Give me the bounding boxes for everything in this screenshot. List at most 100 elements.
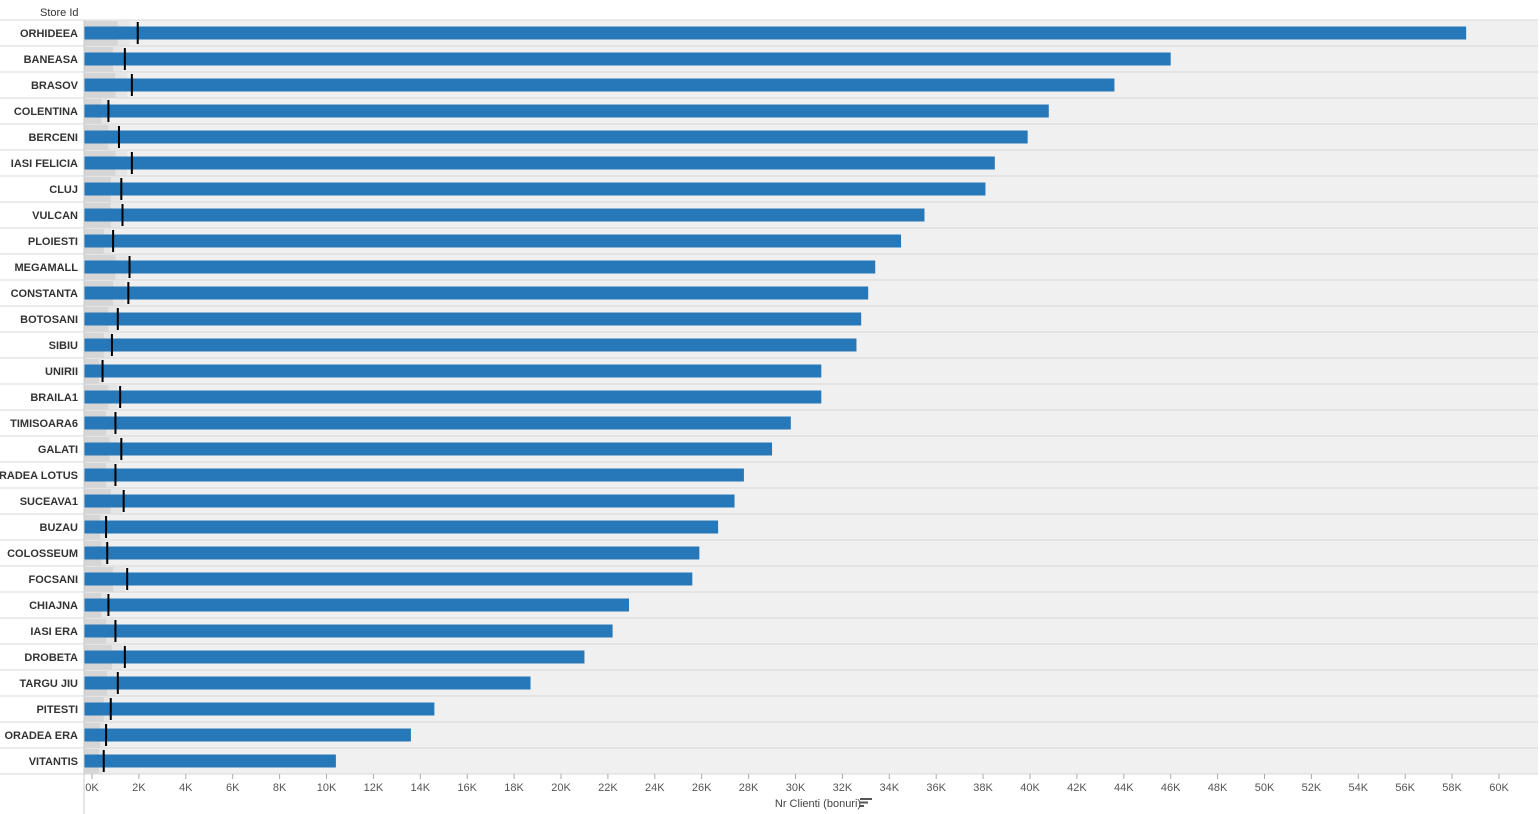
bar[interactable] (84, 494, 735, 508)
bar[interactable] (84, 676, 531, 690)
x-tick-label: 36K (926, 782, 946, 794)
bar[interactable] (84, 624, 613, 638)
chart-row[interactable]: MEGAMALL (0, 253, 1538, 280)
chart-row[interactable]: GALATI (0, 435, 1538, 462)
x-tick-label: 16K (457, 782, 477, 794)
x-tick-label: 10K (317, 782, 337, 794)
bar[interactable] (84, 52, 1171, 66)
bar[interactable] (84, 754, 336, 768)
row-label: CLUJ (49, 184, 78, 196)
chart-row[interactable]: UNIRII (0, 357, 1538, 384)
chart-row[interactable]: COLOSSEUM (0, 539, 1538, 566)
sort-descending-icon[interactable] (860, 798, 872, 807)
bar[interactable] (84, 78, 1115, 92)
row-label: COLENTINA (14, 106, 78, 118)
row-label: BANEASA (24, 54, 78, 66)
chart-row[interactable]: IASI ERA (0, 617, 1538, 644)
row-label: MEGAMALL (14, 262, 78, 274)
x-tick-label: 26K (692, 782, 712, 794)
chart-row[interactable]: ORADEA LOTUS (0, 461, 1538, 488)
chart-row[interactable]: ORADEA ERA (0, 721, 1538, 748)
x-tick-label: 50K (1255, 782, 1275, 794)
row-label: SUCEAVA1 (20, 496, 78, 508)
chart-row[interactable]: BERCENI (0, 123, 1538, 150)
x-tick-label: 48K (1208, 782, 1228, 794)
row-label: BUZAU (40, 522, 79, 534)
x-tick-label: 54K (1349, 782, 1369, 794)
chart-row[interactable]: BRAILA1 (0, 383, 1538, 410)
chart-row[interactable]: BANEASA (0, 45, 1538, 72)
bar[interactable] (84, 234, 902, 248)
row-label: IASI FELICIA (11, 158, 78, 170)
x-tick-label: 28K (739, 782, 759, 794)
bar[interactable] (84, 260, 876, 274)
chart-row[interactable]: SUCEAVA1 (0, 487, 1538, 514)
bar[interactable] (84, 650, 585, 664)
bar[interactable] (84, 364, 822, 378)
row-header-label: Store Id (40, 7, 79, 19)
bar[interactable] (84, 338, 857, 352)
bar[interactable] (84, 130, 1028, 144)
row-label: FOCSANI (29, 574, 79, 586)
row-label: PITESTI (36, 704, 78, 716)
row-label: ORADEA ERA (4, 730, 78, 742)
bar[interactable] (84, 26, 1467, 40)
chart-row[interactable]: TIMISOARA6 (0, 409, 1538, 436)
chart-row[interactable]: VITANTIS (0, 747, 1538, 774)
row-label: BOTOSANI (20, 314, 78, 326)
chart-row[interactable]: TARGU JIU (0, 669, 1538, 696)
row-label: DROBETA (24, 652, 78, 664)
x-tick-label: 12K (364, 782, 384, 794)
row-label: VULCAN (32, 210, 78, 222)
chart-row[interactable]: BRASOV (0, 71, 1538, 98)
x-tick-label: 60K (1489, 782, 1509, 794)
bar[interactable] (84, 468, 744, 482)
chart-row[interactable]: CLUJ (0, 175, 1538, 202)
x-tick-label: 4K (179, 782, 193, 794)
bar[interactable] (84, 182, 986, 196)
bar[interactable] (84, 728, 411, 742)
chart-row[interactable]: ORHIDEEA (0, 19, 1538, 46)
bar[interactable] (84, 416, 791, 430)
x-axis: 0K 2K 4K 6K 8K 10K 12K 14K 16K 18K 20K 22K 24K 26K 28K… (85, 774, 1509, 794)
chart-row[interactable]: IASI FELICIA (0, 149, 1538, 176)
x-tick-label: 14K (411, 782, 431, 794)
row-label: TARGU JIU (20, 678, 79, 690)
chart-row[interactable]: FOCSANI (0, 565, 1538, 592)
rows-layer: ORHIDEEA BANEASA BRASOV COLENTINA BERCENI IAS… (0, 19, 1538, 814)
chart-row[interactable]: CHIAJNA (0, 591, 1538, 618)
x-tick-label: 52K (1302, 782, 1322, 794)
bar[interactable] (84, 156, 995, 170)
row-label: ORADEA LOTUS (0, 470, 78, 482)
chart-row[interactable]: DROBETA (0, 643, 1538, 670)
x-tick-label: 2K (132, 782, 146, 794)
chart-row[interactable]: BOTOSANI (0, 305, 1538, 332)
bar[interactable] (84, 286, 869, 300)
bar[interactable] (84, 104, 1049, 118)
chart-row[interactable]: COLENTINA (0, 97, 1538, 124)
bar[interactable] (84, 546, 700, 560)
x-tick-label: 38K (973, 782, 993, 794)
chart-row[interactable]: CONSTANTA (0, 279, 1538, 306)
x-tick-label: 20K (551, 782, 571, 794)
chart-row[interactable]: VULCAN (0, 201, 1538, 228)
chart-row[interactable]: BUZAU (0, 513, 1538, 540)
x-tick-label: 42K (1067, 782, 1087, 794)
chart-row[interactable]: PITESTI (0, 695, 1538, 722)
bar[interactable] (84, 442, 773, 456)
x-axis-title: Nr Clienti (bonuri) (775, 798, 861, 810)
x-tick-label: 24K (645, 782, 665, 794)
bar[interactable] (84, 598, 630, 612)
bar[interactable] (84, 702, 435, 716)
bar[interactable] (84, 390, 822, 404)
bar[interactable] (84, 208, 925, 222)
bar[interactable] (84, 572, 693, 586)
bar[interactable] (84, 520, 719, 534)
x-tick-label: 32K (833, 782, 853, 794)
bar[interactable] (84, 312, 862, 326)
chart-row[interactable]: PLOIESTI (0, 227, 1538, 254)
chart-row[interactable]: SIBIU (0, 331, 1538, 358)
row-label: BERCENI (28, 132, 78, 144)
